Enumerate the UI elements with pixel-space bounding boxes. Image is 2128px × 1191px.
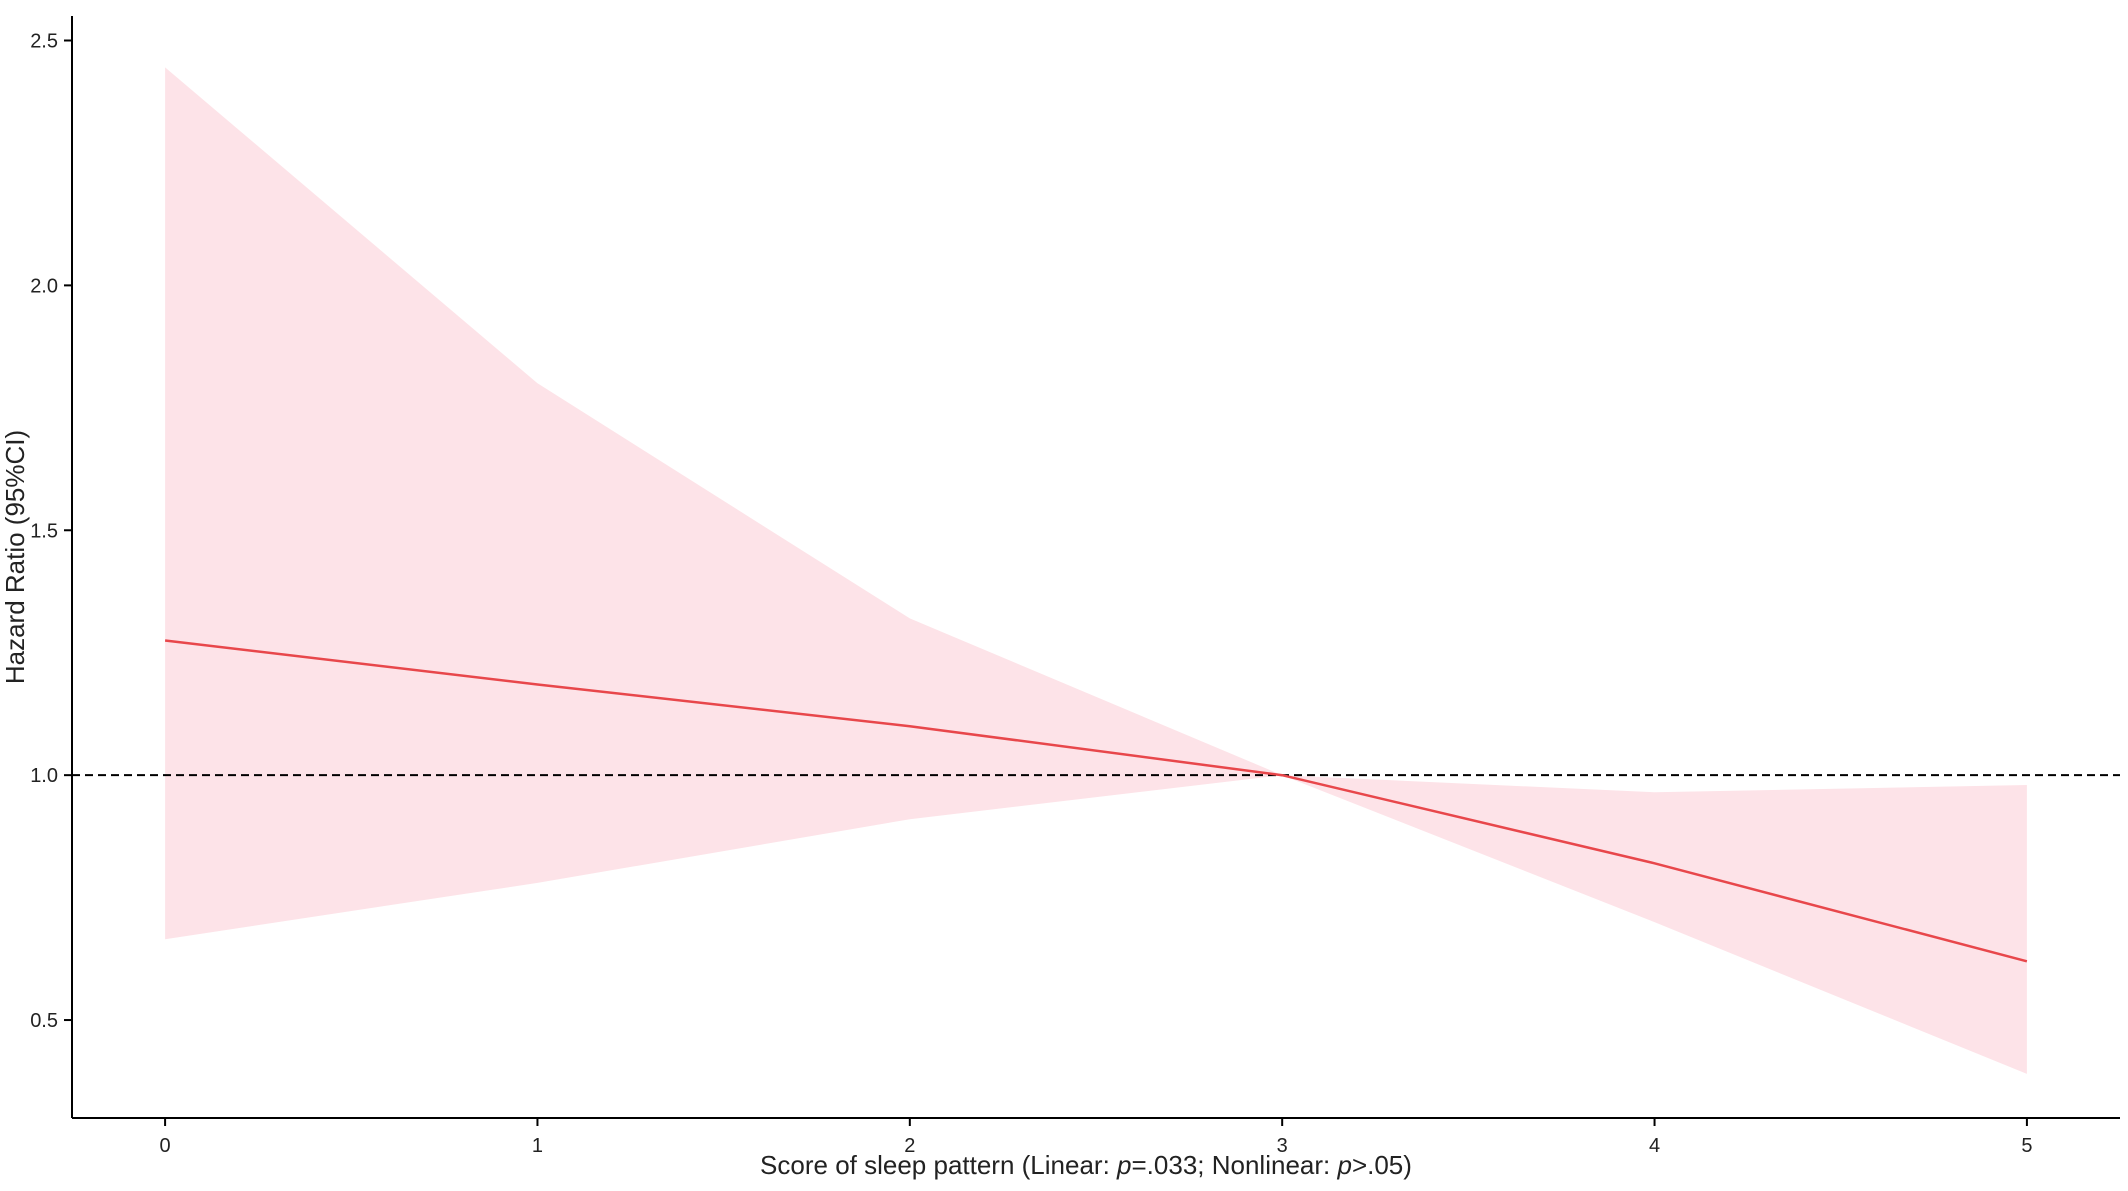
axis-labels-layer: 0 1 2 3 4 5 0.5 1.0 1.5 2.0 2.5 Score of sleep patt… xyxy=(0,30,2032,1180)
x-tick-label: 5 xyxy=(2021,1135,2032,1157)
x-axis-title-part: >.05) xyxy=(1352,1150,1412,1180)
y-tick-label: 1.0 xyxy=(30,765,58,787)
x-tick-label: 4 xyxy=(1649,1135,1660,1157)
confidence-band-layer xyxy=(165,67,2027,1074)
y-tick-label: 1.5 xyxy=(30,520,58,542)
x-tick-label: 0 xyxy=(160,1135,171,1157)
x-tick-label: 2 xyxy=(904,1135,915,1157)
x-axis-title-part: p xyxy=(1116,1150,1131,1180)
hazard-ratio-line xyxy=(164,639,2028,963)
y-tick-label: 2.0 xyxy=(30,275,58,297)
y-axis-title: Hazard Ratio (95%CI) xyxy=(0,430,30,684)
y-tick-label: 2.5 xyxy=(30,30,58,52)
x-tick-label: 1 xyxy=(532,1135,543,1157)
x-tick-label: 3 xyxy=(1277,1135,1288,1157)
confidence-band xyxy=(165,67,2027,1074)
x-axis-title-part: p xyxy=(1336,1150,1351,1180)
x-axis-title: Score of sleep pattern (Linear: p=.033; … xyxy=(760,1150,1412,1180)
hazard-line-layer xyxy=(164,639,2028,963)
y-tick-label: 0.5 xyxy=(30,1010,58,1032)
axes-layer xyxy=(64,16,2120,1126)
x-axis-title-part: Score of sleep pattern (Linear: xyxy=(760,1150,1117,1180)
x-axis-title-part: =.033; Nonlinear: xyxy=(1132,1150,1338,1180)
